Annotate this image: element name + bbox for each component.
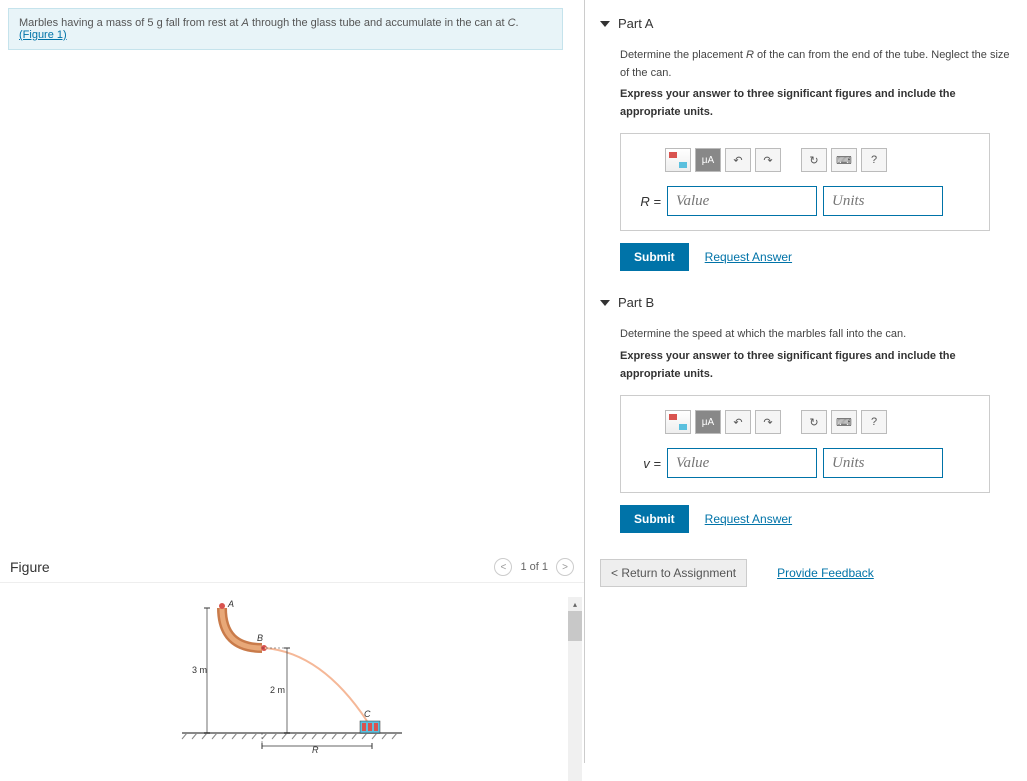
part-a-title: Part A bbox=[618, 16, 653, 31]
part-a-units-input[interactable] bbox=[823, 186, 943, 216]
problem-text-3: . bbox=[516, 17, 519, 29]
dim-2m: 2 m bbox=[270, 685, 285, 695]
figure-nav: < 1 of 1 > bbox=[494, 558, 574, 576]
left-panel: Marbles having a mass of 5 g fall from r… bbox=[0, 0, 585, 763]
scroll-thumb[interactable] bbox=[568, 611, 582, 641]
part-b-header[interactable]: Part B bbox=[600, 289, 1012, 316]
part-a-input-row: R = bbox=[635, 186, 975, 216]
part-a-submit-row: Submit Request Answer bbox=[620, 243, 1012, 271]
help-button[interactable]: ? bbox=[861, 148, 887, 172]
footer-row: < Return to Assignment Provide Feedback bbox=[600, 553, 1012, 587]
caret-down-icon bbox=[600, 21, 610, 27]
figure-link[interactable]: (Figure 1) bbox=[19, 29, 67, 41]
part-b-instruction2: Express your answer to three significant… bbox=[620, 348, 1012, 383]
right-panel: Part A Determine the placement R of the … bbox=[585, 0, 1027, 763]
figure-next-button[interactable]: > bbox=[556, 558, 574, 576]
part-b-input-row: v = bbox=[635, 448, 975, 478]
part-a-body: Determine the placement R of the can fro… bbox=[600, 37, 1012, 271]
part-a-instruction: Determine the placement R of the can fro… bbox=[620, 47, 1012, 82]
part-b-submit-row: Submit Request Answer bbox=[620, 505, 1012, 533]
figure-section: Figure < 1 of 1 > bbox=[0, 552, 584, 763]
part-b-submit-button[interactable]: Submit bbox=[620, 505, 689, 533]
return-button[interactable]: < Return to Assignment bbox=[600, 559, 747, 587]
part-b-toolbar: μA ↶ ↷ ↻ ⌨ ? bbox=[665, 410, 975, 434]
feedback-link[interactable]: Provide Feedback bbox=[777, 566, 874, 580]
templates-button[interactable] bbox=[665, 148, 691, 172]
symbols-button[interactable]: μA bbox=[695, 410, 721, 434]
redo-button[interactable]: ↷ bbox=[755, 148, 781, 172]
part-b-answer-box: μA ↶ ↷ ↻ ⌨ ? v = bbox=[620, 395, 990, 493]
part-b-request-link[interactable]: Request Answer bbox=[705, 512, 792, 526]
part-b-title: Part B bbox=[618, 295, 654, 310]
undo-button[interactable]: ↶ bbox=[725, 410, 751, 434]
help-button[interactable]: ? bbox=[861, 410, 887, 434]
caret-down-icon bbox=[600, 300, 610, 306]
figure-scrollbar[interactable]: ▴ bbox=[568, 611, 582, 781]
figure-count: 1 of 1 bbox=[520, 561, 548, 573]
figure-diagram: 3 m 2 m R A B C bbox=[162, 593, 422, 753]
reset-button[interactable]: ↻ bbox=[801, 148, 827, 172]
part-b-body: Determine the speed at which the marbles… bbox=[600, 316, 1012, 533]
part-a-instruction2: Express your answer to three significant… bbox=[620, 86, 1012, 121]
scroll-up-icon[interactable]: ▴ bbox=[568, 597, 582, 611]
undo-button[interactable]: ↶ bbox=[725, 148, 751, 172]
part-b-instruction: Determine the speed at which the marbles… bbox=[620, 326, 1012, 344]
dim-3m: 3 m bbox=[192, 665, 207, 675]
keyboard-button[interactable]: ⌨ bbox=[831, 148, 857, 172]
part-a-request-link[interactable]: Request Answer bbox=[705, 250, 792, 264]
point-c: C bbox=[508, 17, 516, 29]
templates-button[interactable] bbox=[665, 410, 691, 434]
point-a: A bbox=[242, 17, 249, 29]
part-a-header[interactable]: Part A bbox=[600, 10, 1012, 37]
return-label: Return to Assignment bbox=[621, 566, 736, 580]
problem-text-2: through the glass tube and accumulate in… bbox=[249, 17, 508, 29]
figure-title: Figure bbox=[10, 559, 50, 575]
part-b: Part B Determine the speed at which the … bbox=[600, 289, 1012, 533]
label-a: A bbox=[227, 599, 234, 609]
part-b-units-input[interactable] bbox=[823, 448, 943, 478]
keyboard-button[interactable]: ⌨ bbox=[831, 410, 857, 434]
part-b-value-input[interactable] bbox=[667, 448, 817, 478]
label-b: B bbox=[257, 633, 263, 643]
part-b-var-label: v = bbox=[635, 456, 661, 471]
part-a-answer-box: μA ↶ ↷ ↻ ⌨ ? R = bbox=[620, 133, 990, 231]
dim-r: R bbox=[312, 745, 319, 753]
figure-header: Figure < 1 of 1 > bbox=[0, 552, 584, 583]
figure-prev-button[interactable]: < bbox=[494, 558, 512, 576]
part-a: Part A Determine the placement R of the … bbox=[600, 10, 1012, 271]
problem-text-1: Marbles having a mass of 5 g fall from r… bbox=[19, 17, 242, 29]
part-a-var-label: R = bbox=[635, 194, 661, 209]
label-c: C bbox=[364, 709, 371, 719]
reset-button[interactable]: ↻ bbox=[801, 410, 827, 434]
part-a-toolbar: μA ↶ ↷ ↻ ⌨ ? bbox=[665, 148, 975, 172]
problem-statement: Marbles having a mass of 5 g fall from r… bbox=[8, 8, 563, 50]
figure-body: 3 m 2 m R A B C ▴ bbox=[0, 583, 584, 763]
redo-button[interactable]: ↷ bbox=[755, 410, 781, 434]
symbols-button[interactable]: μA bbox=[695, 148, 721, 172]
part-a-value-input[interactable] bbox=[667, 186, 817, 216]
part-a-submit-button[interactable]: Submit bbox=[620, 243, 689, 271]
